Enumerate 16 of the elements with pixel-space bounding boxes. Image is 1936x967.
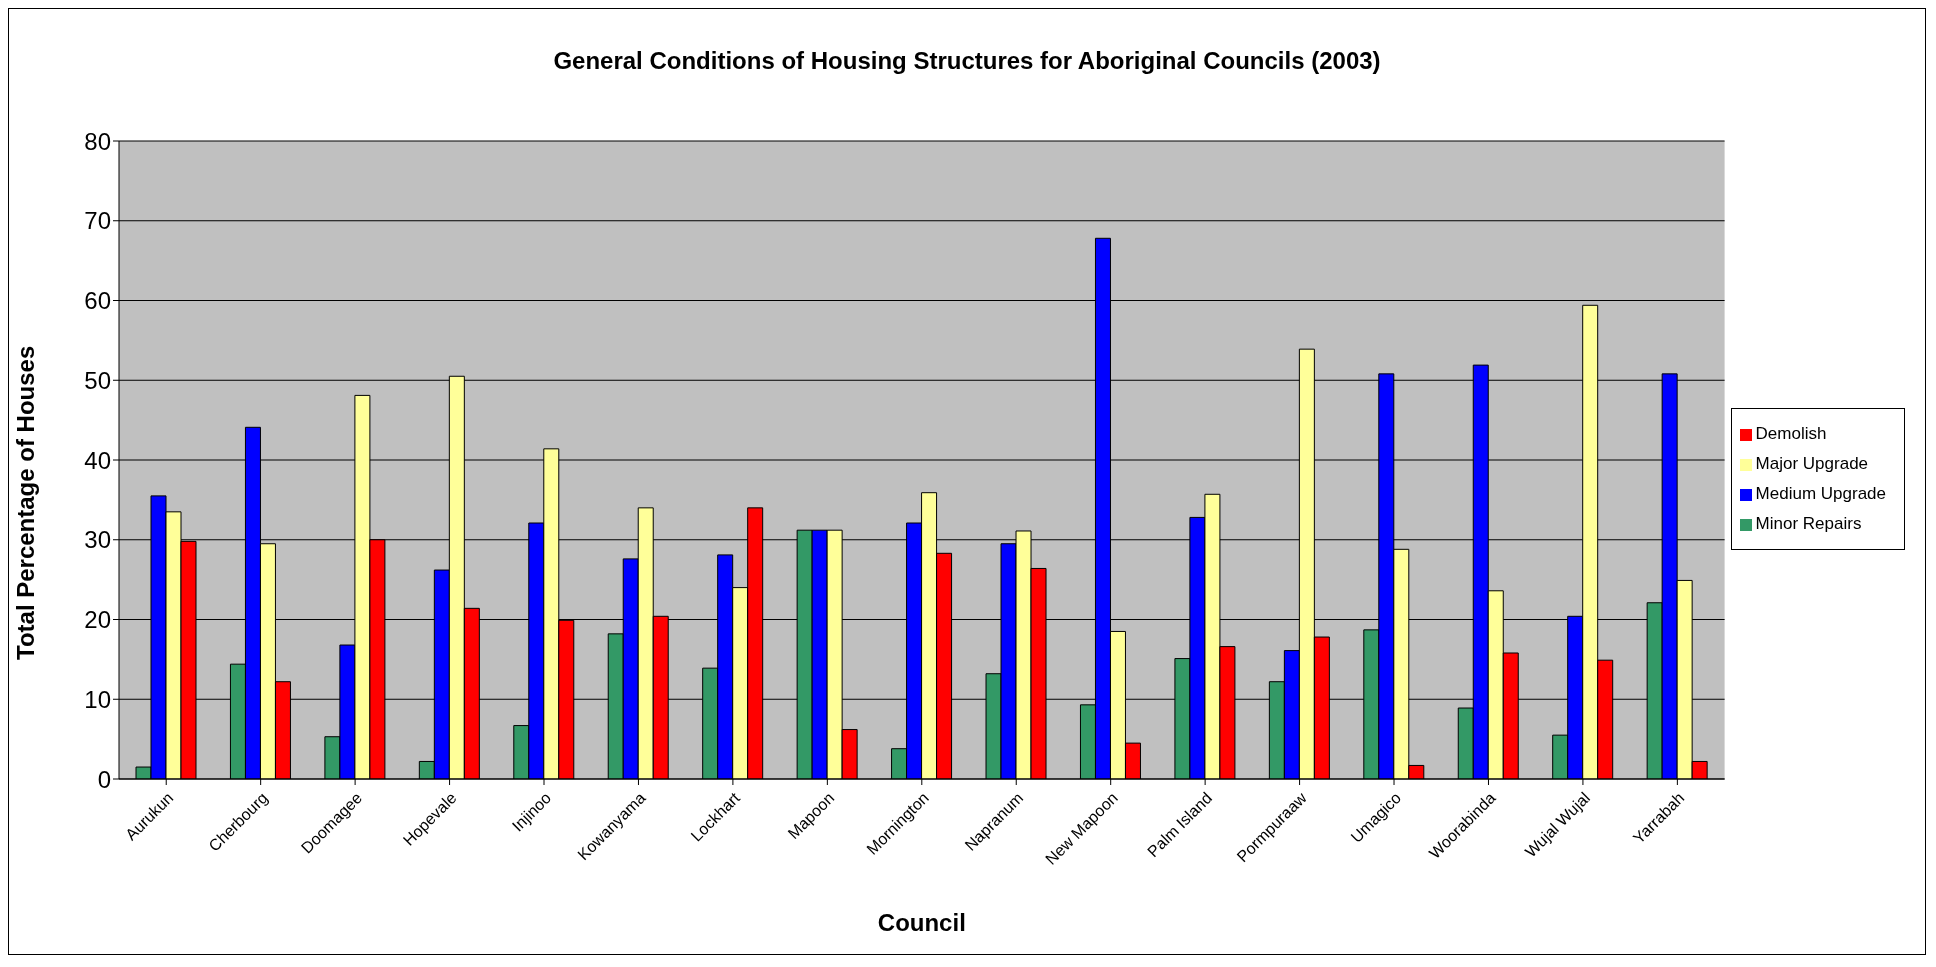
- y-tick-label: 10: [84, 685, 111, 713]
- chart-title: General Conditions of Housing Structures for Aboriginal Councils (2003): [552, 47, 1382, 75]
- y-tick-label: 70: [84, 207, 111, 235]
- legend-label: Major Upgrade: [1755, 454, 1869, 473]
- legend-label: Medium Upgrade: [1755, 484, 1886, 503]
- y-tick-label: 20: [84, 606, 111, 634]
- legend-label: Minor Repairs: [1755, 514, 1862, 533]
- y-tick-label: 60: [84, 287, 111, 315]
- y-tick-label: 30: [84, 526, 111, 554]
- x-axis-title: Council: [877, 909, 966, 936]
- y-tick-label: 50: [84, 366, 111, 394]
- y-axis-title: Total Percentage of Houses: [11, 345, 39, 660]
- y-tick-label: 40: [84, 446, 111, 474]
- y-tick-label: 0: [97, 765, 111, 793]
- legend-label: Demolish: [1755, 424, 1827, 443]
- y-tick-label: 80: [84, 127, 111, 155]
